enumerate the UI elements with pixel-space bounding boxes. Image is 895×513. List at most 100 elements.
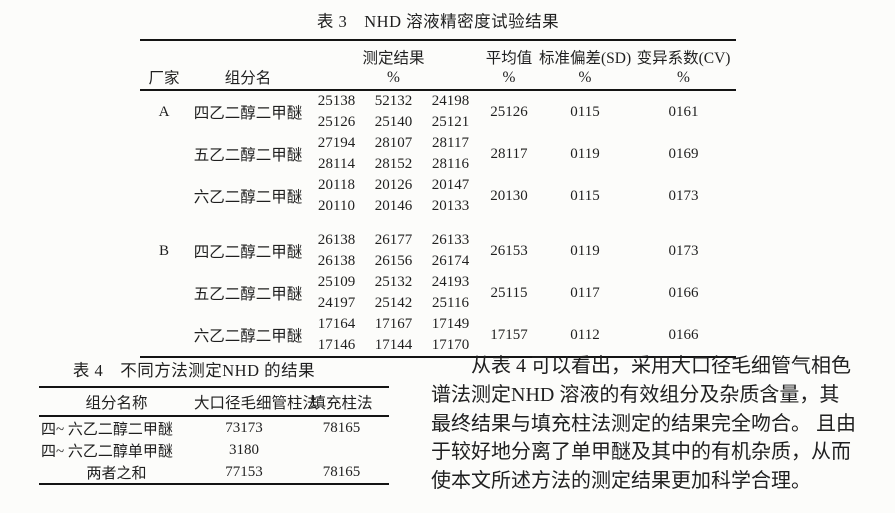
- component-cell: 两者之和: [86, 465, 147, 482]
- average-cell: 26153: [490, 242, 528, 259]
- table-row: 五乙二醇二甲醚 25109 25132 24193 25115 0117 016…: [140, 272, 736, 303]
- discussion-paragraph: 从表 4 可以看出，采用大口径毛细管气相色 谱法测定NHD 溶液的有效组分及杂质…: [431, 352, 893, 496]
- factory-cell: A: [158, 103, 170, 120]
- measurement-cell: 17144: [374, 337, 413, 353]
- sd-cell: 0119: [570, 145, 600, 162]
- table-row: 四~ 六乙二醇单甲醚 3180: [39, 439, 389, 461]
- section-gap-row: [140, 217, 736, 230]
- table-row: 两者之和 77153 78165: [39, 461, 389, 484]
- sd-cell: 0115: [570, 103, 600, 120]
- table-row: 六乙二醇二甲醚 17164 17167 17149 17157 0112 016…: [140, 314, 736, 345]
- measurement-cell: 28107: [374, 135, 413, 151]
- measurement-cell: 17170: [431, 337, 470, 353]
- factory-cell: [140, 175, 188, 217]
- component-cell: 五乙二醇二甲醚: [193, 147, 303, 164]
- average-cell: 17157: [490, 326, 528, 343]
- measurement-cell: 24198: [431, 93, 470, 109]
- measurement-cell: 20110: [318, 198, 355, 214]
- measurement-cell: 17164: [317, 316, 356, 332]
- component-cell: 五乙二醇二甲醚: [193, 286, 303, 303]
- paragraph-line: 使本文所述方法的测定结果更加科学合理。: [431, 470, 811, 493]
- measurement-cell: 20118: [318, 177, 355, 193]
- component-cell: 六乙二醇二甲醚: [193, 328, 303, 345]
- average-cell: 28117: [490, 145, 528, 162]
- header-sd-unit: %: [578, 69, 592, 86]
- header-factory: 厂家: [148, 70, 180, 87]
- measurement-cell: 25138: [317, 93, 356, 109]
- measurement-cell: 20126: [374, 177, 413, 193]
- sd-cell: 0115: [570, 187, 600, 204]
- table4-title: 表 4 不同方法测定NHD 的结果: [72, 361, 316, 380]
- capillary-value-cell: 73173: [225, 419, 263, 436]
- measurement-cell: 28117: [432, 135, 469, 151]
- header-packed-method: 填充柱法: [310, 394, 373, 412]
- average-cell: 25126: [490, 103, 528, 120]
- table-row: 六乙二醇二甲醚 20118 20126 20147 20130 0115 017…: [140, 175, 736, 206]
- measurement-cell: 25140: [374, 114, 413, 130]
- measurement-cell: 26174: [431, 253, 470, 269]
- factory-cell: [140, 133, 188, 175]
- table-row: 20110 20146 20133: [140, 196, 736, 217]
- cv-cell: 0161: [668, 103, 699, 120]
- table4-section: 表 4 不同方法测定NHD 的结果 组分名称 大口径毛细管柱法 填充柱法 四~ …: [39, 357, 389, 485]
- sd-cell: 0119: [570, 242, 600, 259]
- measurement-cell: 26138: [317, 232, 356, 248]
- table3-title: 表 3 NHD 溶液精密度试验结果: [316, 12, 560, 31]
- measurement-cell: 25121: [431, 114, 470, 130]
- measurement-cell: 26177: [374, 232, 413, 248]
- table-row: 17146 17144 17170: [140, 335, 736, 357]
- capillary-value-cell: 77153: [225, 463, 263, 480]
- header-sd: 标准偏差(SD): [539, 50, 632, 67]
- header-component: 组分名: [224, 70, 272, 87]
- measurement-cell: 25142: [374, 295, 413, 311]
- measurement-cell: 26138: [317, 253, 356, 269]
- table-row: 28114 28152 28116: [140, 154, 736, 175]
- component-cell: 四乙二醇二甲醚: [193, 105, 303, 122]
- sd-cell: 0117: [570, 284, 600, 301]
- factory-cell: [140, 272, 188, 314]
- measurement-cell: 25126: [317, 114, 356, 130]
- table4-header: 组分名称 大口径毛细管柱法 填充柱法: [39, 387, 389, 416]
- measurement-cell: 24193: [431, 274, 470, 290]
- component-cell: 四乙二醇二甲醚: [193, 244, 303, 261]
- packed-value-cell: 78165: [322, 463, 361, 480]
- table-row: 五乙二醇二甲醚 27194 28107 28117 28117 0119 016…: [140, 133, 736, 164]
- measurement-cell: 25132: [374, 274, 413, 290]
- header-result-unit: %: [387, 69, 400, 86]
- table-row: 四~ 六乙二醇二甲醚 73173 78165: [39, 416, 389, 439]
- component-cell: 四~ 六乙二醇二甲醚: [41, 421, 173, 438]
- header-average: 平均值: [485, 50, 533, 67]
- table-row: 24197 25142 25116: [140, 293, 736, 314]
- cv-cell: 0173: [668, 187, 699, 204]
- measurement-cell: 25109: [317, 274, 356, 290]
- cv-cell: 0169: [668, 145, 699, 162]
- sd-cell: 0112: [570, 326, 600, 343]
- factory-cell: B: [158, 242, 169, 259]
- measurement-cell: 27194: [317, 135, 356, 151]
- paragraph-line: 于较好地分离了单甲醚及其中的有机杂质，从而: [431, 441, 851, 464]
- average-cell: 25115: [490, 284, 528, 301]
- cv-cell: 0173: [668, 242, 699, 259]
- header-result: 测定结果: [362, 50, 425, 67]
- table-row: 26138 26156 26174: [140, 251, 736, 272]
- table-row: A 四乙二醇二甲醚 25138 52132 24198 25126 0115 0…: [140, 90, 736, 122]
- measurement-cell: 24197: [317, 295, 356, 311]
- header-average-unit: %: [502, 69, 516, 86]
- measurement-cell: 17146: [317, 337, 356, 353]
- paragraph-line: 从表 4 可以看出，采用大口径毛细管气相色: [471, 355, 851, 377]
- table-row: % % % %: [140, 69, 736, 90]
- measurement-cell: 26156: [374, 253, 413, 269]
- table3: 厂家 组分名 测定结果 平均值 标准偏差(SD) 变异系数(CV) % % % …: [140, 39, 736, 358]
- table-row: 组分名称 大口径毛细管柱法 填充柱法: [39, 387, 389, 416]
- measurement-cell: 17167: [374, 316, 413, 332]
- paragraph-line: 最终结果与填充柱法测定的结果完全吻合。 且由: [431, 412, 856, 435]
- cv-cell: 0166: [668, 284, 699, 301]
- measurement-cell: 28116: [432, 156, 469, 172]
- table-row: B 四乙二醇二甲醚 26138 26177 26133 26153 0119 0…: [140, 230, 736, 261]
- factory-cell: [140, 314, 188, 357]
- measurement-cell: 25116: [432, 295, 469, 311]
- header-cv-unit: %: [677, 69, 690, 86]
- paragraph-line: 谱法测定NHD 溶液的有效组分及杂质含量，其: [431, 383, 840, 406]
- table3-header: 厂家 组分名 测定结果 平均值 标准偏差(SD) 变异系数(CV) % % % …: [140, 40, 736, 90]
